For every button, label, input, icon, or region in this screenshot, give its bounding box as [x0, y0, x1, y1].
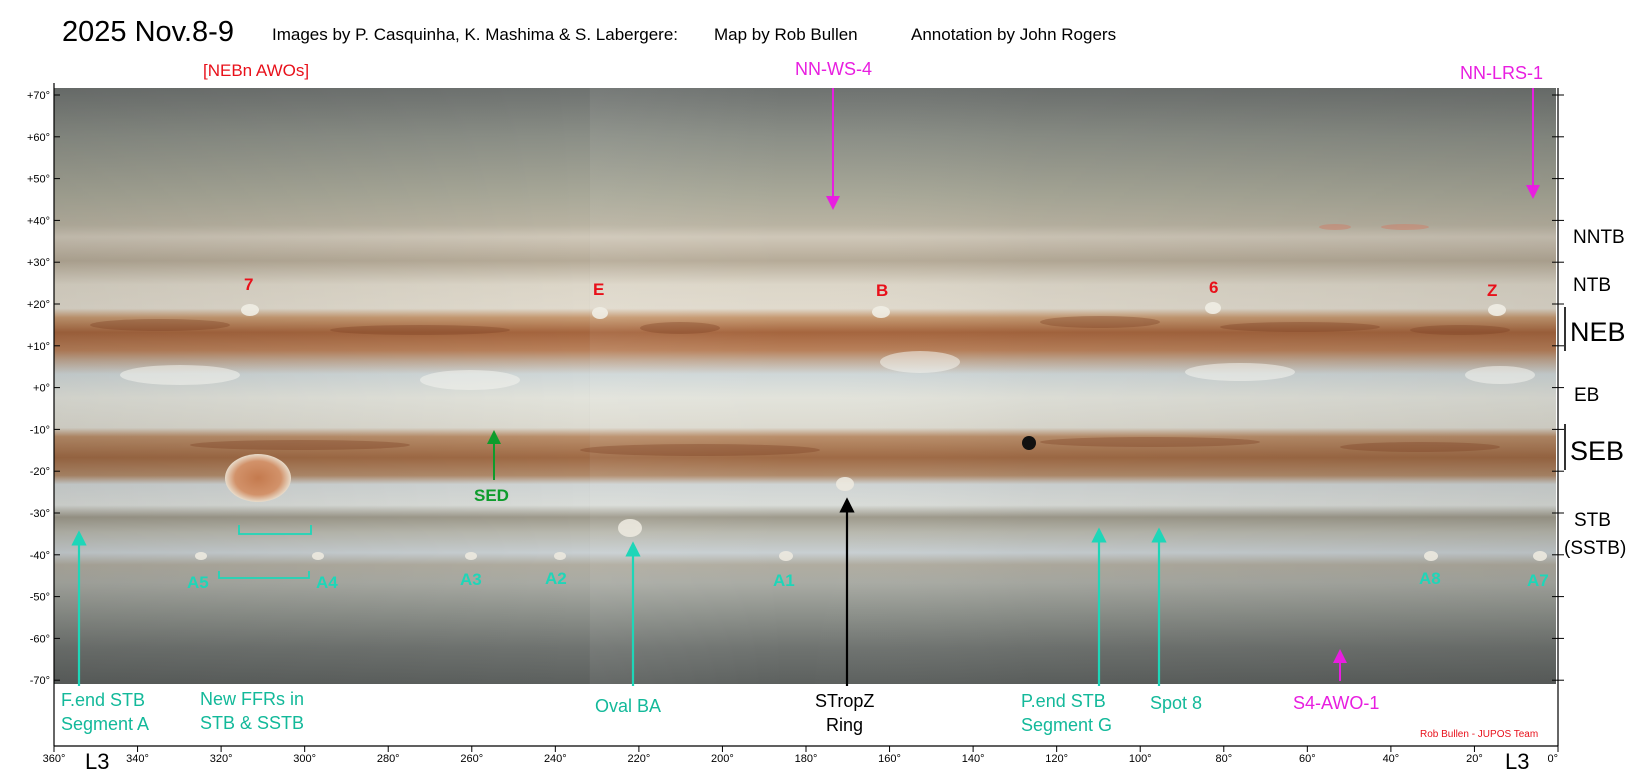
awo-label-7: 7	[244, 275, 253, 294]
bottom-feature-labels: F.end STB Segment A New FFRs in STB & SS…	[61, 689, 1202, 735]
belt-label-ntb: NTB	[1573, 275, 1611, 296]
lon-tick-label: 240°	[544, 753, 567, 765]
team-credit: Rob Bullen - JUPOS Team	[1420, 729, 1538, 740]
lon-tick-label: 120°	[1045, 753, 1068, 765]
lat-tick-label: +50°	[27, 174, 50, 186]
lat-tick-label: +40°	[27, 215, 50, 227]
a1-label: A1	[773, 571, 795, 590]
nebn-awos-heading: [NEBn AWOs]	[203, 61, 309, 80]
lon-tick-label: 40°	[1383, 753, 1400, 765]
cyan-arrows	[71, 527, 1167, 686]
sed-label: SED	[474, 486, 509, 505]
lat-tick-label: +10°	[27, 341, 50, 353]
a4-label: A4	[316, 573, 338, 592]
map-credit: Map by Rob Bullen	[714, 25, 858, 44]
belt-labels: NNTB NTB NEB EB SEB STB (SSTB)	[1564, 227, 1626, 559]
s4-awo-1-label: S4-AWO-1	[1293, 693, 1379, 713]
belt-label-eb: EB	[1574, 385, 1599, 406]
nn-ws-4-label: NN-WS-4	[795, 59, 872, 79]
lon-tick-label: 60°	[1299, 753, 1316, 765]
ffr-brackets	[218, 525, 312, 579]
latitude-axis-right	[1552, 88, 1564, 746]
fend-stb-label-1: F.end STB	[61, 690, 145, 710]
awo-label-b: B	[876, 281, 888, 300]
lat-tick-label: +30°	[27, 257, 50, 269]
lon-tick-label: 140°	[962, 753, 985, 765]
a5-label: A5	[187, 573, 209, 592]
nebn-awo-labels: [NEBn AWOs] 7 E B 6 Z	[203, 61, 1497, 300]
belt-label-neb: NEB	[1570, 317, 1626, 347]
lon-tick-label: 340°	[126, 753, 149, 765]
pend-stb-label-1: P.end STB	[1021, 691, 1106, 711]
lon-tick-label: 320°	[210, 753, 233, 765]
image-credits: Images by P. Casquinha, K. Mashima & S. …	[272, 25, 678, 44]
lat-tick-label: -20°	[30, 466, 50, 478]
belt-label-nntb: NNTB	[1573, 227, 1625, 248]
lat-tick-label: -50°	[30, 592, 50, 604]
lat-tick-label: +70°	[27, 90, 50, 102]
nn-lrs-1-label: NN-LRS-1	[1460, 63, 1543, 83]
new-ffrs-label-1: New FFRs in	[200, 689, 304, 709]
magenta-features: NN-WS-4 NN-LRS-1 S4-AWO-1	[795, 59, 1543, 713]
great-red-spot	[225, 454, 291, 502]
lat-tick-label: -40°	[30, 550, 50, 562]
oval-ba-label: Oval BA	[595, 696, 661, 716]
lat-tick-label: -70°	[30, 675, 50, 687]
south-awo-labels: A5 A4 A3 A2 A1 A8 A7	[187, 569, 1549, 592]
lat-tick-label: -10°	[30, 424, 50, 436]
lon-tick-label: 260°	[460, 753, 483, 765]
lon-tick-label: 180°	[795, 753, 818, 765]
awo-label-e: E	[593, 280, 604, 299]
a8-label: A8	[1419, 569, 1441, 588]
lon-tick-label: 0°	[1547, 753, 1558, 765]
a7-label: A7	[1527, 571, 1549, 590]
fend-stb-label-2: Segment A	[61, 714, 149, 734]
belt-label-sstb: (SSTB)	[1564, 538, 1626, 559]
lon-tick-label: 280°	[377, 753, 400, 765]
new-ffrs-label-2: STB & SSTB	[200, 713, 304, 733]
lat-tick-label: +0°	[33, 383, 50, 395]
annotation-credit: Annotation by John Rogers	[911, 25, 1116, 44]
planet-map-image	[54, 88, 1556, 684]
axis-unit-right: L3	[1505, 749, 1529, 774]
awo-label-z: Z	[1487, 281, 1497, 300]
awo-label-6: 6	[1209, 278, 1218, 297]
a3-label: A3	[460, 570, 482, 589]
belt-label-stb: STB	[1574, 510, 1611, 531]
stropz-label-2: Ring	[826, 715, 863, 735]
spot8-label: Spot 8	[1150, 693, 1202, 713]
lat-tick-label: -30°	[30, 508, 50, 520]
lon-tick-label: 360°	[43, 753, 66, 765]
lon-tick-label: 200°	[711, 753, 734, 765]
latitude-axis-left: +70° +60° +50° +40° +30° +20° +10° +0° -10° -20° -…	[27, 83, 60, 746]
lon-tick-label: 300°	[293, 753, 316, 765]
lat-tick-label: +60°	[27, 132, 50, 144]
a2-label: A2	[545, 569, 567, 588]
lon-tick-label: 220°	[628, 753, 651, 765]
sed-feature: SED	[474, 430, 509, 505]
lon-tick-label: 20°	[1466, 753, 1483, 765]
pend-stb-label-2: Segment G	[1021, 715, 1112, 735]
belt-label-seb: SEB	[1570, 436, 1624, 466]
axis-unit-left: L3	[85, 749, 109, 774]
lat-tick-label: -60°	[30, 633, 50, 645]
map-title: 2025 Nov.8-9	[62, 16, 234, 48]
lon-tick-label: 100°	[1129, 753, 1152, 765]
stropz-label-1: STropZ	[815, 691, 874, 711]
lon-tick-label: 80°	[1215, 753, 1232, 765]
longitude-axis: 360° 340° 320° 300° 280° 260° 240° 220° 200° 180°…	[43, 745, 1559, 765]
lon-tick-label: 160°	[878, 753, 901, 765]
lat-tick-label: +20°	[27, 299, 50, 311]
